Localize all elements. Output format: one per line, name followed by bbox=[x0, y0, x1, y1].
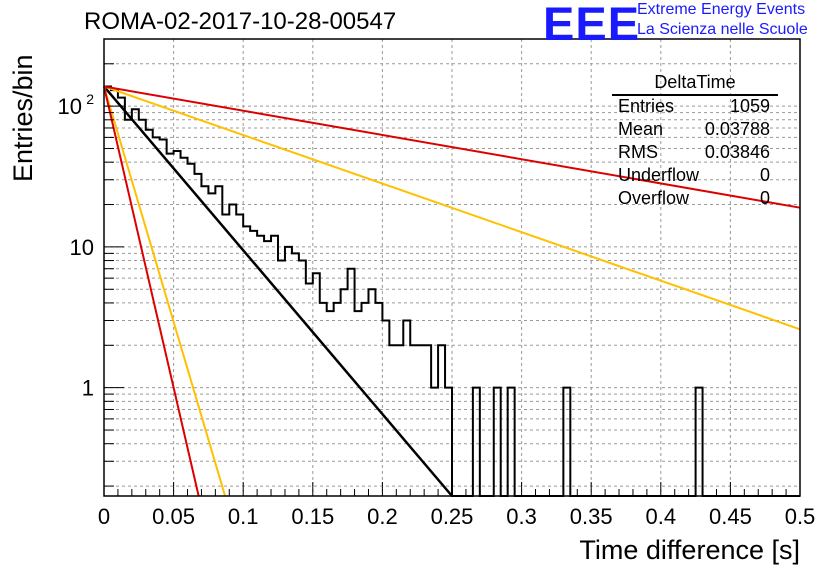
x-tick-label: 0.35 bbox=[570, 504, 613, 529]
fit-curve bbox=[103, 85, 801, 209]
x-tick-label: 0.45 bbox=[709, 504, 752, 529]
y-tick-exponent: 2 bbox=[86, 91, 94, 107]
stats-value: 0 bbox=[759, 188, 770, 208]
y-tick-label: 10 bbox=[58, 94, 82, 119]
stats-value: 0.03788 bbox=[704, 119, 770, 139]
stats-title: DeltaTime bbox=[612, 72, 778, 96]
y-axis-title: Entries/bin bbox=[8, 54, 38, 182]
x-tick-label: 0.25 bbox=[431, 504, 474, 529]
stats-row: Mean 0.03788 bbox=[612, 119, 778, 142]
stats-label: Entries bbox=[618, 96, 675, 116]
fit-curve bbox=[103, 86, 200, 497]
stats-value: 0.03846 bbox=[704, 142, 770, 162]
y-tick-label: 10 bbox=[70, 235, 94, 260]
x-tick-label: 0.5 bbox=[785, 504, 816, 529]
x-tick-label: 0.4 bbox=[646, 504, 677, 529]
logo-line-2: La Scienza nelle Scuole bbox=[637, 21, 808, 38]
eee-logo: EEE bbox=[543, 0, 641, 50]
fit-curve bbox=[103, 85, 453, 497]
stats-label: RMS bbox=[618, 142, 658, 162]
stats-row: Overflow 0 bbox=[612, 188, 778, 211]
fit-curve bbox=[103, 86, 227, 497]
stats-label: Overflow bbox=[618, 188, 690, 208]
stats-row: Entries 1059 bbox=[612, 96, 778, 119]
x-tick-label: 0.2 bbox=[367, 504, 398, 529]
x-tick-label: 0.05 bbox=[152, 504, 195, 529]
stats-label: Mean bbox=[618, 119, 664, 139]
fit-curves bbox=[103, 85, 801, 497]
stats-row: Underflow 0 bbox=[612, 165, 778, 188]
chart-title: ROMA-02-2017-10-28-00547 bbox=[84, 8, 397, 35]
x-tick-label: 0.15 bbox=[291, 504, 334, 529]
x-tick-label: 0.3 bbox=[506, 504, 537, 529]
fit-curve bbox=[103, 85, 801, 331]
x-axis-title: Time difference [s] bbox=[579, 535, 800, 565]
stats-value: 1059 bbox=[729, 96, 770, 116]
stats-row: RMS 0.03846 bbox=[612, 142, 778, 165]
stats-value: 0 bbox=[759, 165, 770, 185]
stats-box: DeltaTime Entries 1059 Mean 0.03788 RMS … bbox=[612, 72, 778, 211]
x-axis-ticks: 0 0.05 0.1 0.15 0.2 0.25 0.3 0.35 0.4 0.45 0.5 bbox=[98, 482, 815, 529]
stats-label: Underflow bbox=[618, 165, 700, 185]
logo-line-1: Extreme Energy Events bbox=[637, 1, 806, 18]
x-tick-label: 0.1 bbox=[228, 504, 259, 529]
y-tick-label: 1 bbox=[82, 376, 94, 401]
x-tick-label: 0 bbox=[98, 504, 110, 529]
